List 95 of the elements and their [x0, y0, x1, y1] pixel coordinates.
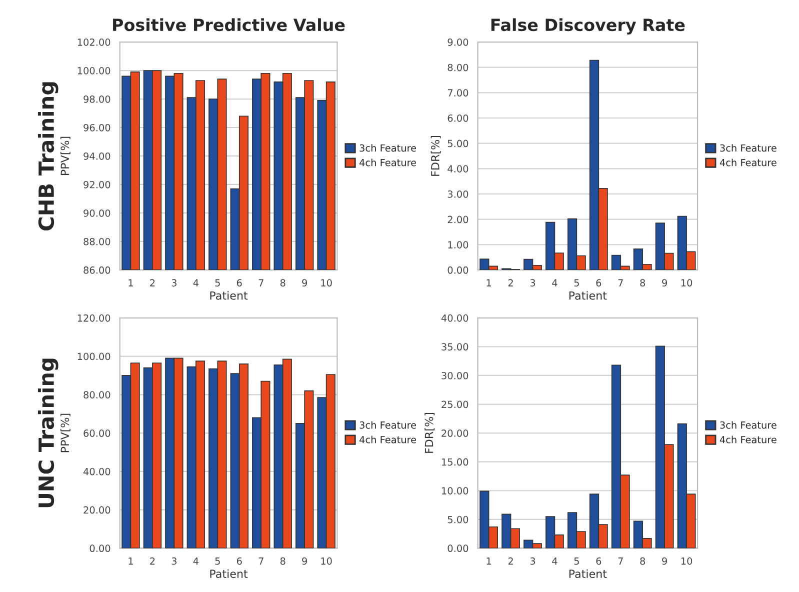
x-tick-label: 8 [280, 279, 286, 287]
x-tick-label: 1 [128, 279, 133, 286]
x-tick-label: 8 [640, 279, 646, 287]
x-tick-label: 4 [193, 279, 198, 286]
x-tick-label: 9 [302, 279, 307, 287]
y-axis-title: PPV[%] [60, 414, 70, 452]
y-tick-label: 40.00 [83, 468, 110, 476]
x-tick-label: 6 [596, 557, 602, 565]
y-tick-label: 4.00 [448, 165, 468, 172]
y-tick-label: 9.00 [448, 38, 468, 46]
x-tick-label: 2 [508, 279, 513, 286]
y-tick-label: 0.00 [448, 544, 468, 552]
x-tick-label: 7 [258, 558, 264, 565]
y-tick-label: 8.00 [448, 64, 468, 72]
x-tick-label: 6 [236, 557, 242, 565]
x-tick-label: 5 [215, 558, 220, 565]
x-tick-label: 9 [662, 279, 667, 287]
y-tick-label: 100.00 [78, 67, 110, 74]
text: UNC Training [38, 358, 58, 508]
x-tick-label: 6 [236, 279, 242, 287]
y-tick-label: 25.00 [442, 400, 468, 408]
x-tick-label: 1 [486, 558, 491, 565]
x-tick-label: 8 [280, 557, 286, 565]
legend-label: 3ch Feature [720, 144, 776, 152]
x-tick-label: 3 [172, 279, 176, 287]
chart-title: False Discovery Rate [491, 18, 685, 35]
y-tick-label: 5.00 [448, 516, 468, 524]
y-tick-label: 92.00 [84, 180, 110, 188]
x-tick-label: 5 [574, 279, 579, 287]
y-tick-label: 0.00 [448, 266, 468, 274]
x-axis-title: Patient [569, 291, 607, 300]
y-tick-label: 7.00 [448, 89, 468, 97]
y-tick-label: 88.00 [84, 238, 110, 246]
y-tick-label: 0.00 [90, 544, 110, 552]
y-tick-label: 15.00 [442, 458, 468, 466]
legend-label: 4ch Feature [360, 436, 416, 444]
y-tick-label: 5.00 [448, 140, 468, 148]
x-tick-label: 5 [574, 558, 579, 565]
x-tick-label: 4 [552, 279, 558, 286]
x-tick-label: 3 [172, 557, 176, 565]
y-tick-label: 86.00 [84, 266, 110, 274]
x-tick-label: 6 [596, 279, 602, 287]
x-tick-label: 5 [215, 279, 220, 287]
x-tick-label: 7 [258, 279, 264, 286]
y-tick-label: 10.00 [442, 487, 468, 494]
y-axis-title: PPV[%] [60, 136, 70, 176]
y-tick-label: 90.00 [84, 209, 110, 217]
x-tick-label: 4 [552, 558, 558, 565]
y-tick-label: 40.00 [441, 314, 468, 322]
x-tick-label: 1 [486, 279, 491, 286]
y-tick-label: 102.00 [78, 38, 110, 46]
x-tick-label: 7 [618, 558, 623, 565]
y-tick-label: 20.00 [442, 430, 468, 437]
y-tick-label: 94.00 [84, 152, 110, 160]
y-tick-label: 96.00 [84, 124, 110, 132]
legend-label: 3ch Feature [720, 421, 776, 429]
legend-label: 4ch Feature [360, 158, 416, 166]
x-tick-label: 10 [681, 557, 692, 565]
legend-label: 4ch Feature [720, 436, 776, 444]
y-tick-label: 120.00 [78, 314, 110, 322]
y-tick-label: 60.00 [84, 430, 110, 437]
x-axis-title: Patient [569, 569, 607, 578]
x-tick-label: 10 [321, 279, 332, 287]
legend-label: 3ch Feature [360, 144, 416, 152]
x-tick-label: 1 [128, 558, 133, 565]
x-tick-label: 7 [618, 279, 623, 286]
y-axis-title: FDR[%] [424, 413, 435, 453]
x-tick-label: 9 [302, 557, 307, 565]
x-tick-label: 2 [150, 279, 155, 286]
legend-label: 3ch Feature [360, 421, 416, 429]
y-tick-label: 2.00 [448, 216, 468, 224]
x-tick-label: 2 [150, 557, 155, 565]
y-tick-label: 1.00 [448, 241, 468, 248]
x-axis-title: Patient [210, 569, 248, 578]
y-tick-label: 35.00 [442, 343, 468, 351]
legend-label: 4ch Feature [720, 158, 776, 166]
y-tick-label: 100.00 [78, 352, 110, 360]
y-tick-label: 6.00 [448, 114, 468, 122]
y-tick-label: 80.00 [84, 391, 110, 398]
x-tick-label: 2 [508, 557, 513, 565]
chart-title: Positive Predictive Value [113, 18, 345, 32]
y-tick-label: 3.00 [448, 190, 468, 198]
x-tick-label: 10 [681, 279, 692, 287]
x-tick-label: 4 [193, 558, 198, 565]
y-axis-title: FDR[%] [430, 136, 441, 176]
x-tick-label: 9 [662, 557, 667, 565]
x-tick-label: 3 [530, 557, 536, 565]
y-tick-label: 30.00 [442, 372, 468, 380]
y-tick-label: 98.00 [84, 95, 110, 103]
x-axis-title: Patient [210, 291, 248, 300]
x-tick-label: 3 [530, 279, 536, 287]
y-tick-label: 20.00 [84, 506, 110, 514]
x-tick-label: 8 [640, 557, 646, 565]
text: CHB Training [38, 82, 58, 230]
x-tick-label: 10 [321, 557, 332, 565]
